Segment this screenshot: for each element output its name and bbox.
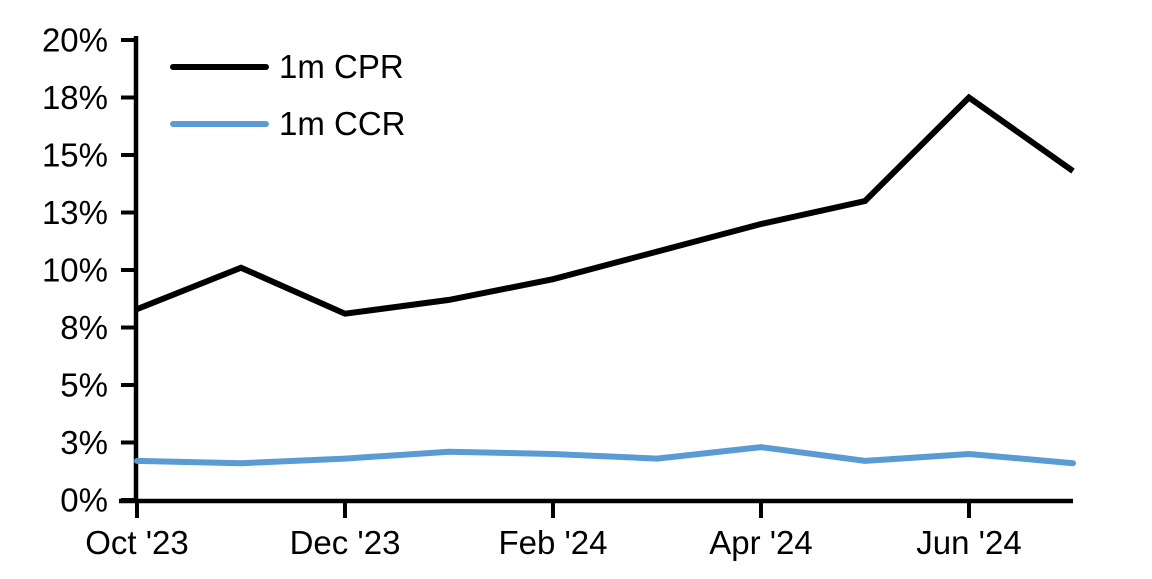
y-tick-label: 13% <box>42 194 108 231</box>
ccr-series-swatch <box>170 120 269 127</box>
cpr-series-swatch <box>170 63 269 70</box>
x-tick-label: Apr '24 <box>709 524 813 561</box>
cpr-series-line <box>135 93 1075 317</box>
legend-item-ccr: 1m CCR <box>170 103 406 144</box>
y-tick-label: 8% <box>60 309 108 346</box>
y-tick-label: 10% <box>42 252 108 289</box>
y-tick-label: 15% <box>42 137 108 174</box>
y-tick-label: 5% <box>60 367 108 404</box>
legend-item-cpr: 1m CPR <box>170 46 406 87</box>
x-tick-label: Dec '23 <box>290 524 401 561</box>
y-tick-label: 3% <box>60 424 108 461</box>
x-tick-label: Oct '23 <box>85 524 189 561</box>
legend-label-ccr: 1m CCR <box>279 105 406 142</box>
legend: 1m CPR 1m CCR <box>170 46 406 144</box>
x-tick-label: Feb '24 <box>498 524 607 561</box>
ccr-series-line <box>134 444 1076 467</box>
y-tick-label: 0% <box>60 482 108 519</box>
legend-label-cpr: 1m CPR <box>279 48 404 85</box>
y-tick-label: 18% <box>42 79 108 116</box>
x-tick-label: Jun '24 <box>916 524 1021 561</box>
y-tick-label: 20% <box>42 22 108 59</box>
